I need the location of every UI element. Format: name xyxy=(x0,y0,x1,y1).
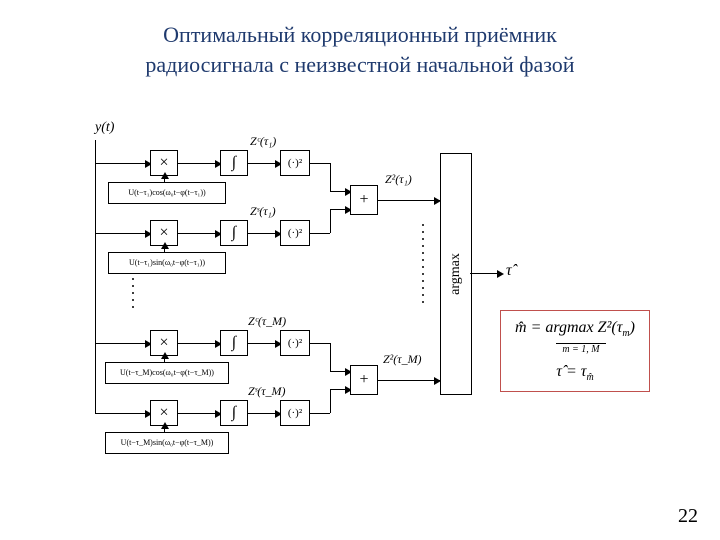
wire xyxy=(330,389,331,413)
formula-line-1: m̂ = argmax Z²(τm) xyxy=(515,319,635,339)
wire xyxy=(310,343,330,344)
arrow-icon xyxy=(161,242,169,249)
wire xyxy=(95,343,150,344)
wire xyxy=(378,200,440,201)
wire xyxy=(95,163,150,164)
reference-oscillator: U(t−τ₁)sin(ω₀t−φ(t−τ₁)) xyxy=(108,252,226,274)
branch-label-zsM: Zˢ(τ_M) xyxy=(248,384,286,399)
decision-rule-formula: m̂ = argmax Z²(τm) m = 1, M τ̂ = τm̂ xyxy=(500,310,650,392)
wire xyxy=(378,380,440,381)
arrow-icon xyxy=(497,270,504,278)
title-line-1: Оптимальный корреляционный приёмник xyxy=(163,22,557,47)
reference-oscillator: U(t−τ₁)cos(ω₀t−φ(t−τ₁)) xyxy=(108,182,226,204)
square: (·)² xyxy=(280,220,310,246)
branch-label-zc1: Zᶜ(τ₁) xyxy=(250,134,276,149)
integrator: ∫ xyxy=(220,330,248,356)
wire xyxy=(178,233,220,234)
wire xyxy=(310,163,330,164)
reference-oscillator: U(t−τ_M)sin(ω₀t−φ(t−τ_M)) xyxy=(105,432,229,454)
wire xyxy=(330,343,331,371)
reference-oscillator: U(t−τ_M)cos(ω₀t−φ(t−τ_M)) xyxy=(105,362,229,384)
wire xyxy=(310,233,330,234)
integrator: ∫ xyxy=(220,400,248,426)
wire xyxy=(95,413,150,414)
output-label: τ̂ xyxy=(506,262,512,280)
adder: + xyxy=(350,365,378,395)
argmax-block: argmax xyxy=(440,153,472,395)
branch-label-zcM: Zᶜ(τ_M) xyxy=(248,314,286,329)
wire xyxy=(310,413,330,414)
square: (·)² xyxy=(280,150,310,176)
title-line-2: радиосигнала с неизвестной начальной фаз… xyxy=(145,52,574,77)
wire xyxy=(178,343,220,344)
arrow-icon xyxy=(161,172,169,179)
integrator: ∫ xyxy=(220,220,248,246)
wire xyxy=(470,273,500,274)
input-bus-line xyxy=(95,140,96,413)
input-label: y(t) xyxy=(95,120,114,136)
arrow-icon xyxy=(161,352,169,359)
page-title: Оптимальный корреляционный приёмник ради… xyxy=(0,20,720,79)
formula-subscript: m = 1, M xyxy=(556,343,605,355)
adder-out-label-1: Z²(τ₁) xyxy=(385,172,412,187)
page-number: 22 xyxy=(678,505,698,528)
ellipsis-argmax-inputs xyxy=(420,224,426,303)
integrator: ∫ xyxy=(220,150,248,176)
wire xyxy=(330,209,331,233)
wire xyxy=(178,163,220,164)
formula-line-2: τ̂ = τm̂ xyxy=(515,363,635,383)
ellipsis-branches xyxy=(130,278,136,308)
square: (·)² xyxy=(280,330,310,356)
arrow-icon xyxy=(161,422,169,429)
square: (·)² xyxy=(280,400,310,426)
adder: + xyxy=(350,185,378,215)
wire xyxy=(95,233,150,234)
wire xyxy=(178,413,220,414)
branch-label-zs1: Zˢ(τ₁) xyxy=(250,204,276,219)
adder-out-label-2: Z²(τ_M) xyxy=(383,352,422,367)
wire xyxy=(330,163,331,191)
